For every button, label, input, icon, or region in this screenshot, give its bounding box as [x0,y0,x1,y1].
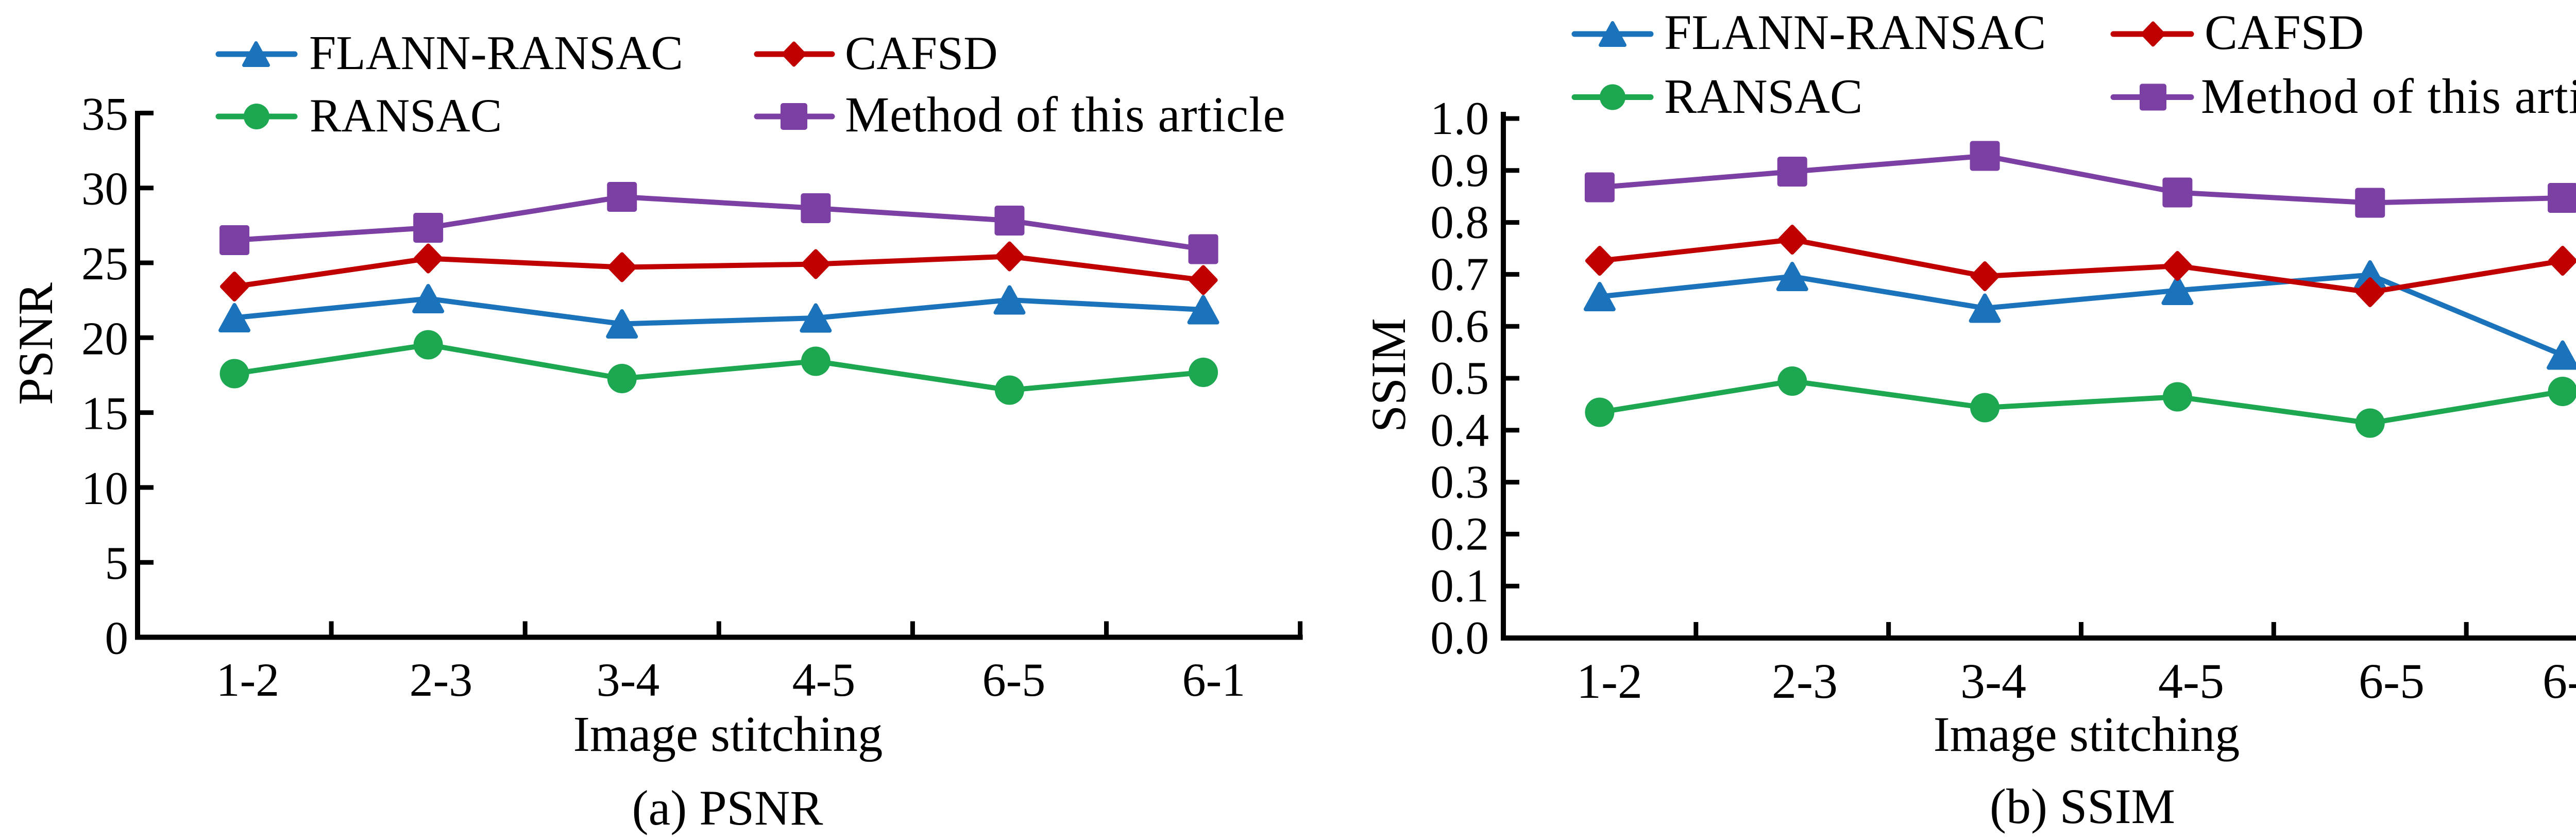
svg-text:(a) PSNR: (a) PSNR [632,780,823,835]
svg-text:0.0: 0.0 [1430,612,1489,664]
svg-text:Method of this article: Method of this article [2201,69,2576,124]
svg-text:1-2: 1-2 [216,653,280,706]
svg-text:RANSAC: RANSAC [310,89,502,142]
svg-text:6-5: 6-5 [2359,653,2425,709]
svg-text:1-2: 1-2 [1577,653,1642,709]
svg-text:FLANN-RANSAC: FLANN-RANSAC [309,26,683,80]
svg-text:SSIM: SSIM [1361,318,1416,432]
svg-text:25: 25 [81,238,128,290]
svg-text:30: 30 [81,163,128,215]
svg-text:0.8: 0.8 [1430,196,1489,248]
svg-text:0.4: 0.4 [1430,404,1489,456]
svg-text:3-4: 3-4 [1960,653,2026,709]
svg-text:10: 10 [81,462,128,514]
svg-text:0.3: 0.3 [1430,456,1489,508]
svg-text:FLANN-RANSAC: FLANN-RANSAC [1664,5,2046,60]
svg-text:Image stitching: Image stitching [1934,707,2240,762]
svg-text:0.6: 0.6 [1430,300,1489,352]
svg-text:3-4: 3-4 [597,653,660,706]
svg-text:15: 15 [81,388,128,440]
svg-text:6-1: 6-1 [1182,653,1246,706]
svg-text:35: 35 [81,88,128,140]
svg-text:2-3: 2-3 [410,653,473,706]
svg-text:6-5: 6-5 [982,653,1046,706]
svg-text:0.7: 0.7 [1430,248,1489,300]
svg-text:5: 5 [105,537,129,589]
svg-text:CAFSD: CAFSD [845,27,998,79]
svg-text:4-5: 4-5 [792,653,856,706]
svg-text:0.1: 0.1 [1430,560,1489,612]
svg-text:0.5: 0.5 [1430,352,1489,404]
svg-text:Method of this article: Method of this article [845,87,1285,142]
svg-text:PSNR: PSNR [8,282,63,405]
svg-text:20: 20 [81,312,128,364]
svg-text:6-1: 6-1 [2543,653,2576,709]
svg-text:0: 0 [105,612,129,664]
svg-text:Image stitching: Image stitching [573,707,883,762]
svg-text:(b) SSIM: (b) SSIM [1990,779,2175,834]
svg-text:2-3: 2-3 [1772,653,1838,709]
svg-text:4-5: 4-5 [2158,653,2224,709]
svg-text:RANSAC: RANSAC [1664,69,1862,124]
svg-text:1.0: 1.0 [1430,92,1489,144]
svg-text:0.2: 0.2 [1430,508,1489,560]
svg-text:CAFSD: CAFSD [2205,5,2364,60]
svg-text:0.9: 0.9 [1430,144,1489,196]
